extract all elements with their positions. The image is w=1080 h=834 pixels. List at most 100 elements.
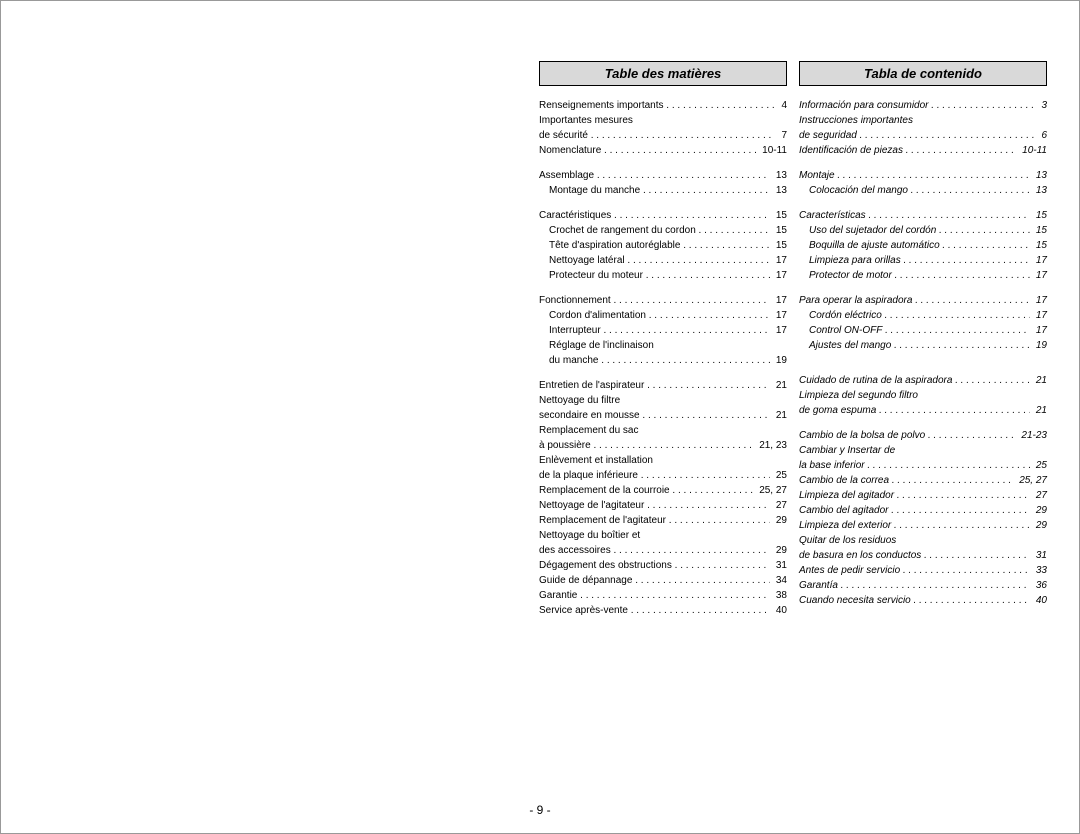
- toc-entry: Nettoyage du boîtier et: [539, 528, 787, 543]
- toc-entry-label: à poussière: [539, 438, 591, 453]
- toc-entry-label: Características: [799, 208, 866, 223]
- toc-entry-label: Garantie: [539, 588, 577, 603]
- toc-entry-label: Uso del sujetador del cordón: [809, 223, 936, 238]
- toc-entry: Instrucciones importantes: [799, 113, 1047, 128]
- toc-entry: Limpieza del agitador 27: [799, 488, 1047, 503]
- toc-entry-page: 19: [770, 353, 787, 368]
- toc-entry: Cambiar y Insertar de: [799, 443, 1047, 458]
- toc-entry-page: 25, 27: [1013, 473, 1047, 488]
- toc-leader-dots: [627, 253, 769, 268]
- toc-entry-page: 17: [770, 323, 787, 338]
- toc-gap: [799, 363, 1047, 373]
- toc-entry: Tête d'aspiration autoréglable 15: [539, 238, 787, 253]
- toc-leader-dots: [867, 458, 1030, 473]
- toc-leader-dots: [894, 338, 1030, 353]
- toc-entry: Cuando necesita servicio 40: [799, 593, 1047, 608]
- toc-leader-dots: [643, 183, 770, 198]
- toc-entry-label: Entretien de l'aspirateur: [539, 378, 644, 393]
- toc-leader-dots: [904, 253, 1030, 268]
- toc-leader-dots: [892, 473, 1013, 488]
- toc-entry-label: du manche: [549, 353, 598, 368]
- toc-entry-label: de seguridad: [799, 128, 857, 143]
- toc-gap: [799, 198, 1047, 208]
- toc-entry-page: 17: [1030, 323, 1047, 338]
- toc-entry-page: 17: [770, 253, 787, 268]
- toc-entry-label: Boquilla de ajuste automático: [809, 238, 940, 253]
- toc-entry-page: 4: [775, 98, 787, 113]
- toc-entry: Remplacement de la courroie 25, 27: [539, 483, 787, 498]
- toc-entry: Remplacement de l'agitateur 29: [539, 513, 787, 528]
- manual-page: Table des matières Renseignements import…: [0, 0, 1080, 834]
- toc-entry-label: Cuidado de rutina de la aspiradora: [799, 373, 952, 388]
- toc-entry-page: 21: [1030, 403, 1047, 418]
- toc-leader-dots: [911, 183, 1030, 198]
- toc-leader-dots: [641, 468, 770, 483]
- toc-leader-dots: [635, 573, 770, 588]
- toc-entry-label: Caractéristiques: [539, 208, 611, 223]
- toc-entry: Nettoyage latéral 17: [539, 253, 787, 268]
- toc-entry: Garantie 38: [539, 588, 787, 603]
- toc-entry-page: 33: [1030, 563, 1047, 578]
- toc-entry: Fonctionnement 17: [539, 293, 787, 308]
- toc-entry-label: Cordón eléctrico: [809, 308, 882, 323]
- toc-leader-dots: [642, 408, 769, 423]
- toc-french-column: Table des matières Renseignements import…: [539, 61, 787, 618]
- toc-entry-label: Protecteur du moteur: [549, 268, 643, 283]
- toc-leader-dots: [939, 223, 1030, 238]
- toc-entry-label: Limpieza para orillas: [809, 253, 901, 268]
- toc-entry-label: Crochet de rangement du cordon: [549, 223, 696, 238]
- toc-leader-dots: [699, 223, 770, 238]
- toc-leader-dots: [894, 518, 1030, 533]
- toc-entry-page: 15: [770, 208, 787, 223]
- toc-entry-page: 31: [770, 558, 787, 573]
- toc-entry: Service après-vente 40: [539, 603, 787, 618]
- toc-leader-dots: [593, 438, 753, 453]
- toc-entry: Montaje 13: [799, 168, 1047, 183]
- toc-entry-page: 17: [770, 308, 787, 323]
- toc-entry: Información para consumidor 3: [799, 98, 1047, 113]
- toc-leader-dots: [868, 208, 1029, 223]
- toc-entry-page: 21: [770, 378, 787, 393]
- toc-entry: Caractéristiques 15: [539, 208, 787, 223]
- toc-entry: Uso del sujetador del cordón 15: [799, 223, 1047, 238]
- toc-entry-page: 31: [1030, 548, 1047, 563]
- toc-entry-page: 7: [775, 128, 787, 143]
- toc-entry-label: Limpieza del segundo filtro: [799, 388, 918, 403]
- toc-entry-page: 17: [770, 293, 787, 308]
- toc-entry-page: 25, 27: [753, 483, 787, 498]
- toc-entry-page: 15: [1030, 223, 1047, 238]
- toc-entry: de goma espuma 21: [799, 403, 1047, 418]
- toc-entry: de seguridad 6: [799, 128, 1047, 143]
- toc-entry: Limpieza para orillas 17: [799, 253, 1047, 268]
- toc-entry: Boquilla de ajuste automático 15: [799, 238, 1047, 253]
- toc-entry: Colocación del mango 13: [799, 183, 1047, 198]
- toc-leader-dots: [591, 128, 776, 143]
- toc-leader-dots: [683, 238, 770, 253]
- toc-entry-page: 21, 23: [753, 438, 787, 453]
- toc-entry-page: 15: [1030, 238, 1047, 253]
- toc-entry-page: 40: [1030, 593, 1047, 608]
- toc-entry: des accessoires 29: [539, 543, 787, 558]
- toc-entry-label: de la plaque inférieure: [539, 468, 638, 483]
- toc-entry-label: Assemblage: [539, 168, 594, 183]
- toc-gap: [539, 158, 787, 168]
- toc-leader-dots: [647, 498, 770, 513]
- toc-entry-label: Nomenclature: [539, 143, 601, 158]
- toc-entry-label: Cambio del agitador: [799, 503, 889, 518]
- toc-entry: Identificación de piezas 10-11: [799, 143, 1047, 158]
- toc-entry-label: Importantes mesures: [539, 113, 633, 128]
- toc-entry-label: Nettoyage du boîtier et: [539, 528, 640, 543]
- toc-entry-page: 10-11: [756, 143, 787, 158]
- toc-entry-label: Cordon d'alimentation: [549, 308, 646, 323]
- toc-gap: [799, 353, 1047, 363]
- toc-entry-label: de sécurité: [539, 128, 588, 143]
- toc-entry-label: Control ON-OFF: [809, 323, 882, 338]
- toc-entry: Garantía 36: [799, 578, 1047, 593]
- toc-entry-label: Cambio de la correa: [799, 473, 889, 488]
- toc-leader-dots: [603, 323, 769, 338]
- toc-entry-label: Renseignements importants: [539, 98, 664, 113]
- toc-entry: Assemblage 13: [539, 168, 787, 183]
- toc-entry-page: 17: [770, 268, 787, 283]
- toc-leader-dots: [597, 168, 770, 183]
- toc-entry: Entretien de l'aspirateur 21: [539, 378, 787, 393]
